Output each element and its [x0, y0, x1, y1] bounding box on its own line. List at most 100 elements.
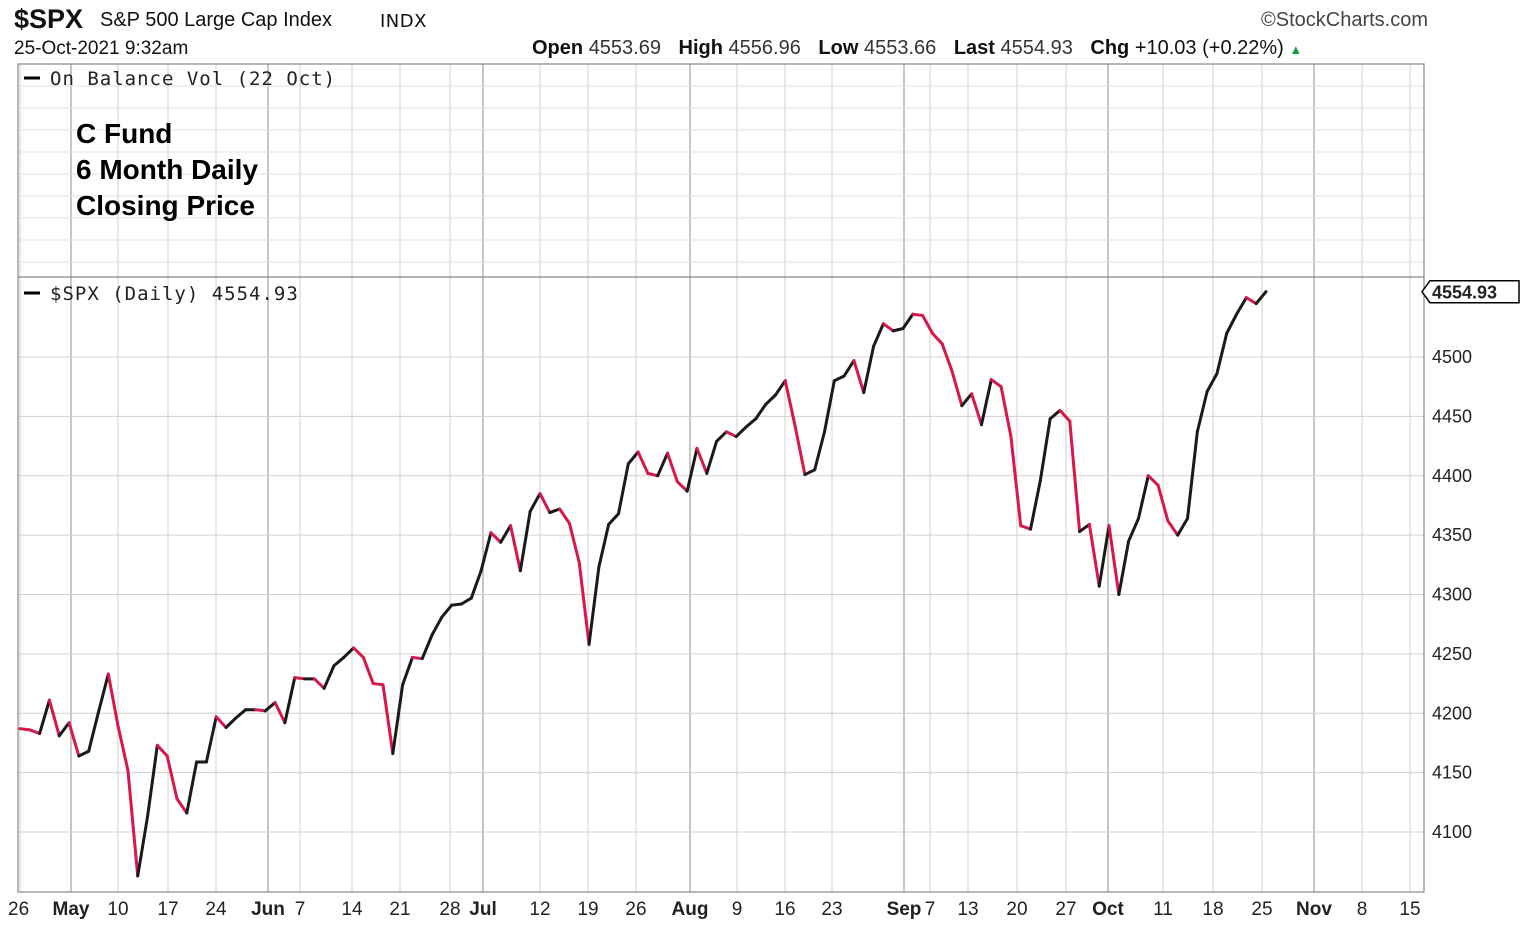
y-tick-label: 4350 — [1432, 525, 1472, 545]
price-segment — [1186, 430, 1199, 520]
price-segment — [322, 664, 336, 690]
x-tick-label: 26 — [8, 899, 29, 920]
price-segment — [1195, 389, 1209, 434]
x-tick-label: 9 — [732, 899, 743, 920]
price-segment — [577, 560, 591, 646]
last-value-label: 4554.93 — [1432, 283, 1497, 303]
price-segment — [489, 531, 503, 544]
price-segment — [391, 683, 405, 756]
annotation-line-2: 6 Month Daily — [76, 154, 258, 185]
price-segment — [901, 312, 915, 330]
last-value-tag-shape — [1421, 279, 1520, 304]
x-tick-label: 28 — [439, 899, 460, 920]
y-tick-label: 4250 — [1432, 644, 1472, 664]
price-segment — [921, 313, 934, 335]
price-segment — [18, 727, 32, 732]
price-segment — [626, 450, 640, 466]
x-tick-label: 26 — [625, 899, 646, 920]
price-segment — [607, 512, 620, 526]
price-segment — [695, 446, 709, 475]
open-label: Open — [532, 37, 584, 59]
price-segment — [558, 507, 571, 525]
y-tick-label: 4200 — [1432, 703, 1472, 723]
y-tick-label: 4450 — [1432, 406, 1472, 426]
x-tick-label: Nov — [1296, 899, 1332, 920]
price-segment — [332, 655, 346, 668]
spx-legend: $SPX (Daily) 4554.93 — [50, 283, 299, 305]
x-tick-label: 17 — [157, 899, 178, 920]
price-segment — [450, 602, 463, 607]
x-tick-label: Jun — [251, 899, 285, 920]
x-axis: 26 May 10 17 24 Jun 7 14 21 28 Jul 12 19 26 Aug 9 16 23 Se… — [8, 899, 1421, 920]
price-segment — [1166, 519, 1180, 537]
price-segment — [293, 676, 307, 681]
price-segment — [106, 672, 120, 728]
price-segment — [1097, 524, 1111, 588]
x-tick-label: 11 — [1153, 899, 1173, 920]
x-tick-label: 24 — [205, 899, 227, 920]
copyright-icon: © — [1260, 9, 1276, 31]
price-segment — [410, 655, 424, 661]
price-segment — [204, 715, 218, 764]
price-segment — [165, 754, 179, 801]
price-segment — [1205, 372, 1219, 393]
high-label: High — [678, 37, 723, 59]
price-segment — [705, 439, 719, 475]
price-segment — [724, 430, 738, 439]
price-segment — [832, 374, 846, 383]
price-segment — [214, 715, 228, 729]
price-segment — [852, 359, 866, 395]
price-segment — [842, 359, 856, 378]
price-segment — [764, 393, 777, 406]
price-segment — [67, 721, 81, 758]
price-segment — [57, 721, 71, 738]
price-segment — [567, 521, 581, 564]
price-segment — [1048, 408, 1062, 421]
price-segment — [1215, 331, 1229, 376]
x-tick-label: 14 — [341, 899, 363, 920]
x-tick-label: 8 — [1357, 899, 1368, 920]
price-segment — [234, 708, 248, 720]
up-arrow-icon: ▲ — [1289, 42, 1303, 57]
x-tick-label: Oct — [1092, 899, 1124, 920]
price-segment — [1235, 296, 1248, 316]
price-segment — [744, 417, 758, 429]
brand-name: StockCharts.com — [1275, 9, 1428, 31]
x-tick-label: 19 — [577, 899, 598, 920]
price-segment — [361, 655, 375, 686]
y-tick-label: 4400 — [1432, 466, 1472, 486]
price-segment — [989, 378, 1003, 389]
price-segment — [440, 603, 454, 619]
price-segment — [155, 743, 169, 758]
last-value: 4554.93 — [1000, 37, 1073, 59]
quote-summary: Open 4553.69 High 4556.96 Low 4553.66 La… — [532, 37, 1302, 60]
price-segment — [1107, 524, 1121, 596]
price-segment — [401, 655, 414, 687]
price-segment — [685, 446, 699, 493]
price-segment — [979, 378, 993, 427]
price-segment — [999, 385, 1013, 439]
y-tick-label: 4500 — [1432, 347, 1472, 367]
price-segment — [1068, 419, 1082, 534]
price-segment — [1029, 479, 1042, 531]
chg-label: Chg — [1090, 37, 1130, 59]
annotation-line-1: C Fund — [76, 118, 172, 149]
price-segment — [970, 392, 983, 427]
brand-label: ©StockCharts.com — [1261, 9, 1428, 32]
x-tick-label: 12 — [529, 899, 550, 920]
x-tick-label: Jul — [469, 899, 496, 920]
chart-grid — [18, 64, 1424, 892]
price-segment — [656, 451, 670, 478]
price-segment — [342, 646, 356, 659]
price-segment — [459, 596, 473, 606]
price-segment — [352, 646, 365, 659]
y-tick-label: 4150 — [1432, 763, 1472, 783]
chg-value: +10.03 (+0.22%) — [1134, 37, 1284, 59]
price-segment — [538, 492, 552, 515]
open-value: 4553.69 — [588, 37, 661, 59]
price-segment — [940, 342, 954, 373]
price-segment — [862, 344, 876, 395]
exchange-label: INDX — [380, 11, 427, 32]
price-segment — [823, 379, 836, 434]
